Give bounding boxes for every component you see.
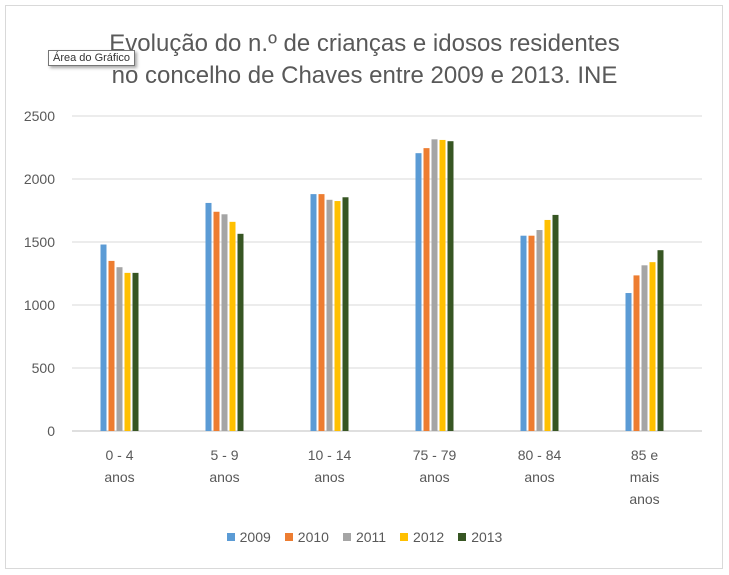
bar-2009 [100, 244, 107, 431]
tooltip: Área do Gráfico [48, 50, 136, 66]
legend-item: 2012 [400, 529, 444, 545]
x-tick-label: 80 - 84 [518, 447, 562, 463]
bar-2013 [342, 197, 349, 431]
legend: 2009 2010 2011 2012 2013 [0, 529, 729, 545]
chart-title-line: no concelho de Chaves entre 2009 e 2013.… [111, 62, 618, 89]
x-tick-label: 85 e [631, 447, 658, 463]
legend-label: 2013 [471, 529, 503, 545]
bar-2010 [528, 235, 535, 431]
bar-2012 [229, 221, 236, 431]
y-tick-label: 500 [32, 360, 56, 376]
x-tick-label: anos [104, 469, 134, 485]
legend-label: 2010 [297, 529, 329, 545]
x-tick-label: anos [629, 491, 659, 507]
legend-item: 2013 [458, 529, 502, 545]
x-tick-label: anos [209, 469, 239, 485]
x-tick-label: anos [524, 469, 554, 485]
bar-2013 [657, 250, 664, 431]
legend-swatch [226, 533, 235, 541]
bar-2010 [108, 260, 115, 431]
legend-swatch [400, 533, 409, 541]
legend-item: 2010 [284, 529, 329, 545]
chart-area[interactable] [5, 5, 723, 569]
x-tick-label: anos [314, 469, 344, 485]
x-tick-label: anos [419, 469, 449, 485]
bar-2009 [625, 293, 632, 431]
bar-2012 [334, 201, 341, 431]
bar-2012 [649, 262, 656, 431]
bar-2010 [318, 194, 325, 431]
bar-2010 [213, 211, 220, 431]
bar-2011 [641, 265, 648, 431]
bar-2011 [536, 230, 543, 431]
bar-2010 [633, 275, 640, 431]
bar-2009 [205, 202, 212, 431]
y-tick-label: 0 [47, 423, 55, 439]
bar-2009 [415, 153, 422, 432]
bar-2012 [124, 272, 131, 431]
bar-2011 [116, 267, 123, 431]
legend-swatch [342, 533, 351, 541]
legend-swatch [284, 533, 293, 541]
legend-label: 2009 [239, 529, 271, 545]
bar-2009 [520, 235, 527, 431]
bar-2011 [221, 214, 228, 431]
bar-2012 [439, 139, 446, 431]
bar-2013 [237, 233, 244, 431]
legend-swatch [458, 533, 467, 541]
y-tick-label: 2000 [24, 171, 55, 187]
legend-label: 2011 [355, 529, 387, 545]
legend-item: 2009 [226, 529, 271, 545]
bar-2009 [310, 194, 317, 431]
y-tick-label: 1000 [24, 297, 55, 313]
x-tick-label: 75 - 79 [413, 447, 457, 463]
x-tick-label: mais [630, 469, 660, 485]
legend-item: 2011 [342, 529, 387, 545]
x-tick-label: 0 - 4 [105, 447, 133, 463]
chart-title-line: Evolução do n.º de crianças e idosos res… [109, 30, 620, 57]
bar-2013 [552, 214, 559, 431]
x-tick-label: 10 - 14 [308, 447, 352, 463]
legend-label: 2012 [413, 529, 445, 545]
y-tick-label: 1500 [24, 234, 55, 250]
bar-2010 [423, 148, 430, 431]
chart-title: Evolução do n.º de crianças e idosos res… [0, 28, 729, 92]
bar-2011 [326, 199, 333, 431]
bar-2013 [132, 272, 139, 431]
bar-2013 [447, 141, 454, 431]
x-tick-label: 5 - 9 [210, 447, 238, 463]
y-tick-label: 2500 [24, 108, 55, 124]
bar-2012 [544, 219, 551, 431]
bar-2011 [431, 139, 438, 431]
